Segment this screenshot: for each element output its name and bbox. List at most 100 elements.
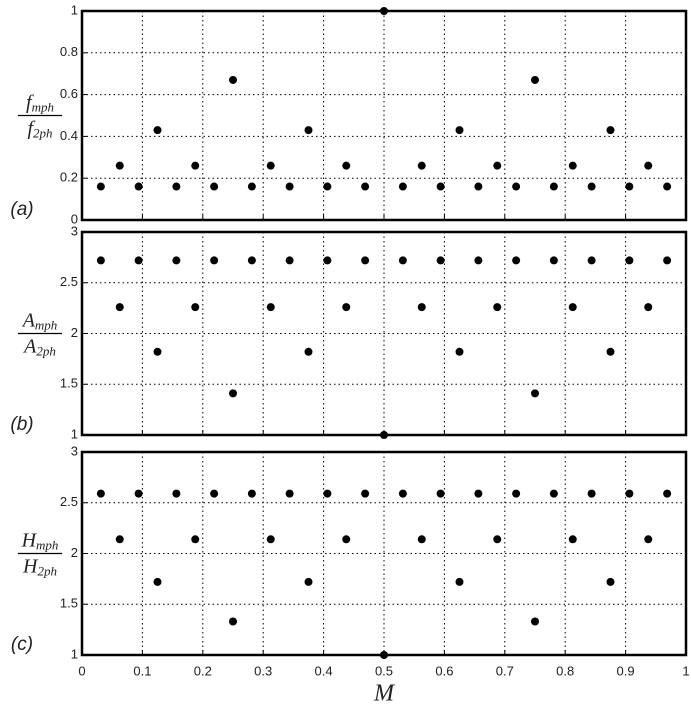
data-point	[210, 489, 219, 498]
data-point	[398, 182, 407, 191]
x-tick-label: 0.9	[617, 663, 635, 678]
data-point	[436, 182, 445, 191]
data-point	[247, 489, 256, 498]
y-label-symbol: f	[27, 117, 35, 139]
data-point	[625, 489, 634, 498]
data-point	[436, 256, 445, 265]
y-label-denominator: H2ph	[22, 555, 57, 578]
y-tick-label: 1.5	[60, 376, 78, 391]
y-label-denominator: f2ph	[27, 117, 52, 140]
data-point	[380, 7, 388, 15]
x-tick-label: 0.1	[133, 663, 151, 678]
data-point	[644, 535, 653, 544]
data-point	[361, 182, 370, 191]
data-point	[493, 303, 502, 312]
data-point	[398, 489, 407, 498]
data-point	[380, 651, 388, 659]
data-point	[531, 75, 539, 84]
y-tick-label: 1	[71, 426, 78, 441]
x-tick-label: 1	[682, 663, 689, 678]
y-label-symbol: f	[26, 91, 34, 113]
data-point	[191, 161, 200, 170]
data-point	[474, 182, 483, 191]
y-label-symbol: A	[22, 335, 37, 357]
data-point	[210, 182, 219, 191]
data-point	[96, 182, 105, 191]
data-point	[266, 161, 275, 170]
y-tick-label: 2	[71, 545, 78, 560]
data-point	[663, 489, 672, 498]
data-point	[153, 126, 162, 135]
data-point	[455, 347, 464, 356]
x-tick-label: 0.6	[435, 663, 453, 678]
data-point	[493, 535, 502, 544]
x-tick-label: 0.7	[496, 663, 514, 678]
y-label-symbol: A	[21, 309, 36, 331]
data-point	[663, 256, 672, 265]
x-axis-label: M	[373, 681, 396, 707]
data-point	[512, 256, 521, 265]
data-point	[474, 256, 483, 265]
y-label-denominator: A2ph	[22, 335, 56, 358]
data-point	[229, 75, 237, 84]
data-point	[436, 489, 445, 498]
data-point	[115, 535, 124, 544]
y-label-symbol: H	[22, 555, 39, 577]
data-point	[625, 182, 634, 191]
y-label-subscript: mph	[35, 317, 57, 332]
data-point	[191, 535, 200, 544]
data-point	[115, 161, 124, 170]
panel-label: (c)	[11, 634, 33, 655]
data-point	[587, 256, 596, 265]
data-point	[191, 303, 200, 312]
data-point	[266, 535, 275, 544]
data-point	[474, 489, 483, 498]
data-point	[285, 489, 294, 498]
data-point	[304, 126, 313, 135]
y-label-subscript: 2ph	[37, 563, 57, 578]
data-point	[549, 256, 558, 265]
y-tick-label: 2.5	[60, 274, 78, 289]
y-label-numerator: fmph	[26, 91, 54, 114]
y-tick-label: 2.5	[60, 494, 78, 509]
data-point	[172, 489, 181, 498]
data-point	[323, 182, 332, 191]
data-point	[342, 303, 351, 312]
data-point	[455, 577, 464, 586]
data-point	[134, 489, 143, 498]
y-label-symbol: H	[21, 529, 38, 551]
y-label-subscript: 2ph	[33, 125, 53, 140]
data-point	[531, 389, 539, 398]
y-label-subscript: mph	[36, 537, 58, 552]
data-point	[342, 535, 351, 544]
data-point	[153, 347, 162, 356]
data-point	[568, 161, 577, 170]
x-tick-label: 0.8	[556, 663, 574, 678]
data-point	[644, 303, 653, 312]
data-point	[493, 161, 502, 170]
y-tick-label: 0.8	[60, 44, 78, 59]
x-tick-label: 0.3	[254, 663, 272, 678]
y-tick-label: 0.4	[60, 128, 78, 143]
data-point	[323, 256, 332, 265]
data-point	[134, 182, 143, 191]
data-point	[266, 303, 275, 312]
data-point	[549, 489, 558, 498]
y-label-subscript: 2ph	[36, 343, 56, 358]
data-point	[96, 256, 105, 265]
data-point	[134, 256, 143, 265]
data-point	[549, 182, 558, 191]
y-tick-label: 2	[71, 325, 78, 340]
panel-label: (b)	[10, 414, 33, 435]
y-tick-label: 0.6	[60, 86, 78, 101]
data-point	[587, 182, 596, 191]
y-tick-label: 0.2	[60, 170, 78, 185]
y-tick-label: 1	[71, 646, 78, 661]
data-point	[512, 489, 521, 498]
y-tick-label: 1.5	[60, 596, 78, 611]
data-point	[210, 256, 219, 265]
data-point	[568, 303, 577, 312]
data-point	[285, 182, 294, 191]
data-point	[323, 489, 332, 498]
